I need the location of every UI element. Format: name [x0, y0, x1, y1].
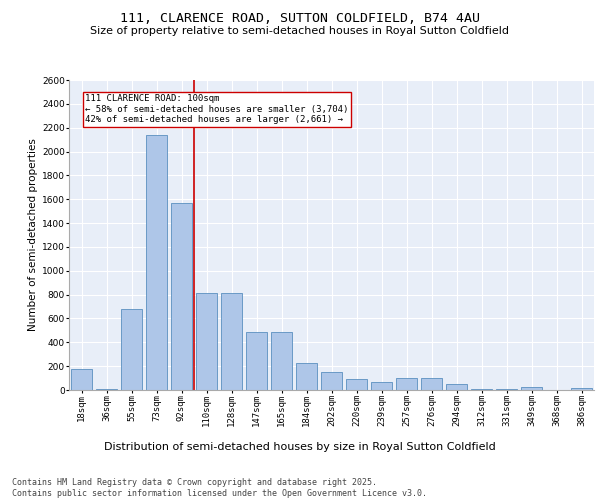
- Bar: [346, 378, 367, 390]
- Bar: [96, 389, 117, 390]
- Bar: [121, 309, 142, 390]
- Bar: [571, 388, 592, 390]
- Text: Distribution of semi-detached houses by size in Royal Sutton Coldfield: Distribution of semi-detached houses by …: [104, 442, 496, 452]
- Bar: [521, 388, 542, 390]
- Bar: [321, 372, 342, 390]
- Bar: [396, 378, 417, 390]
- Bar: [421, 378, 442, 390]
- Bar: [371, 382, 392, 390]
- Bar: [446, 384, 467, 390]
- Bar: [221, 294, 242, 390]
- Bar: [171, 203, 192, 390]
- Bar: [246, 332, 267, 390]
- Text: Size of property relative to semi-detached houses in Royal Sutton Coldfield: Size of property relative to semi-detach…: [91, 26, 509, 36]
- Bar: [146, 135, 167, 390]
- Bar: [296, 362, 317, 390]
- Bar: [471, 389, 492, 390]
- Text: Contains HM Land Registry data © Crown copyright and database right 2025.
Contai: Contains HM Land Registry data © Crown c…: [12, 478, 427, 498]
- Bar: [71, 368, 92, 390]
- Bar: [271, 332, 292, 390]
- Y-axis label: Number of semi-detached properties: Number of semi-detached properties: [28, 138, 38, 332]
- Text: 111 CLARENCE ROAD: 100sqm
← 58% of semi-detached houses are smaller (3,704)
42% : 111 CLARENCE ROAD: 100sqm ← 58% of semi-…: [85, 94, 349, 124]
- Text: 111, CLARENCE ROAD, SUTTON COLDFIELD, B74 4AU: 111, CLARENCE ROAD, SUTTON COLDFIELD, B7…: [120, 12, 480, 26]
- Bar: [196, 294, 217, 390]
